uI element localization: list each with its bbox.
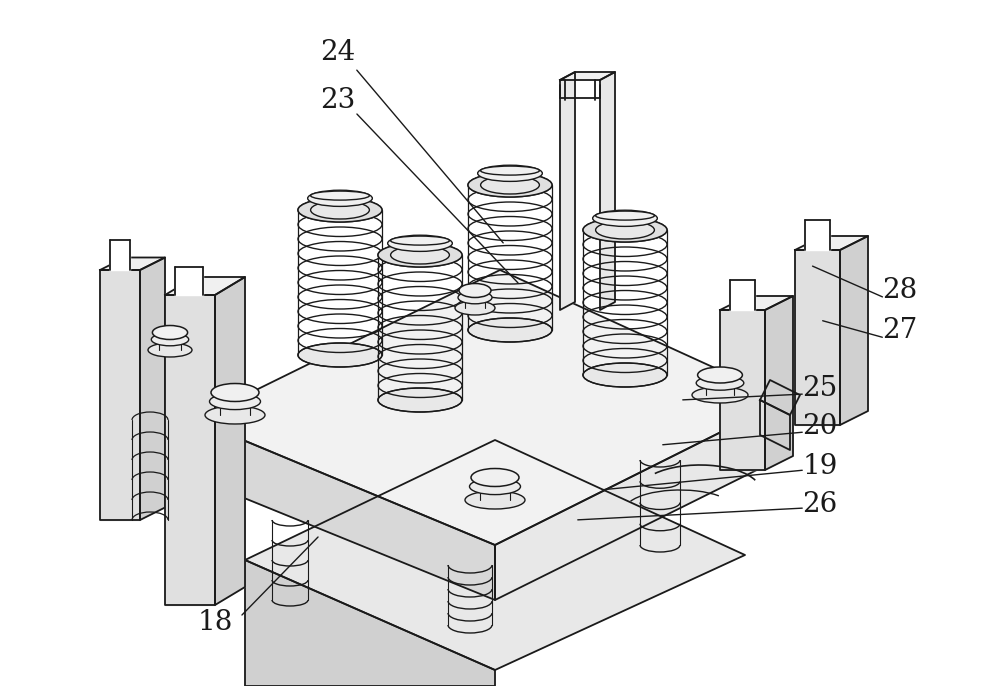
Ellipse shape xyxy=(583,363,667,387)
Polygon shape xyxy=(795,250,840,425)
Ellipse shape xyxy=(205,406,265,424)
Polygon shape xyxy=(840,236,868,425)
Ellipse shape xyxy=(151,333,189,346)
Text: 27: 27 xyxy=(882,316,918,344)
Polygon shape xyxy=(245,440,745,670)
Polygon shape xyxy=(100,270,140,520)
Text: 18: 18 xyxy=(197,608,233,635)
Polygon shape xyxy=(560,72,615,80)
Ellipse shape xyxy=(698,367,742,383)
Polygon shape xyxy=(165,277,245,295)
Polygon shape xyxy=(100,257,165,270)
Ellipse shape xyxy=(593,210,657,226)
Polygon shape xyxy=(195,270,785,545)
Polygon shape xyxy=(175,267,202,295)
Ellipse shape xyxy=(378,388,462,412)
Polygon shape xyxy=(765,296,793,470)
Ellipse shape xyxy=(298,343,382,367)
Text: 28: 28 xyxy=(882,276,918,303)
Polygon shape xyxy=(245,560,495,686)
Ellipse shape xyxy=(459,283,491,298)
Polygon shape xyxy=(720,296,793,310)
Ellipse shape xyxy=(211,383,259,401)
Text: 24: 24 xyxy=(320,38,356,65)
Ellipse shape xyxy=(696,376,744,390)
Polygon shape xyxy=(805,220,830,250)
Text: 20: 20 xyxy=(802,412,838,440)
Polygon shape xyxy=(730,280,755,310)
Ellipse shape xyxy=(308,190,372,206)
Ellipse shape xyxy=(455,301,495,315)
Polygon shape xyxy=(560,72,575,310)
Ellipse shape xyxy=(596,211,654,220)
Polygon shape xyxy=(495,400,785,600)
Text: 19: 19 xyxy=(802,453,838,480)
Ellipse shape xyxy=(458,291,492,304)
Polygon shape xyxy=(195,420,495,600)
Ellipse shape xyxy=(692,387,748,403)
Text: 26: 26 xyxy=(802,490,838,517)
Ellipse shape xyxy=(388,235,452,251)
Polygon shape xyxy=(600,72,615,310)
Ellipse shape xyxy=(378,243,462,267)
Polygon shape xyxy=(165,295,215,605)
Ellipse shape xyxy=(465,491,525,509)
Ellipse shape xyxy=(391,246,449,264)
Ellipse shape xyxy=(148,343,192,357)
Polygon shape xyxy=(140,257,165,520)
Ellipse shape xyxy=(468,173,552,197)
Ellipse shape xyxy=(478,165,542,181)
Ellipse shape xyxy=(471,469,519,486)
Ellipse shape xyxy=(311,201,369,219)
Ellipse shape xyxy=(470,478,520,495)
Polygon shape xyxy=(110,240,130,270)
Ellipse shape xyxy=(481,166,539,175)
Polygon shape xyxy=(215,277,245,605)
Ellipse shape xyxy=(596,221,654,239)
Polygon shape xyxy=(720,310,765,470)
Polygon shape xyxy=(795,236,868,250)
Ellipse shape xyxy=(298,198,382,222)
Ellipse shape xyxy=(391,236,449,245)
Ellipse shape xyxy=(481,176,539,194)
Ellipse shape xyxy=(210,393,260,410)
Ellipse shape xyxy=(468,318,552,342)
Ellipse shape xyxy=(583,218,667,242)
Polygon shape xyxy=(760,400,790,450)
Text: 23: 23 xyxy=(320,86,356,113)
Ellipse shape xyxy=(152,325,188,340)
Polygon shape xyxy=(760,380,800,415)
Ellipse shape xyxy=(311,191,369,200)
Text: 25: 25 xyxy=(802,375,838,401)
